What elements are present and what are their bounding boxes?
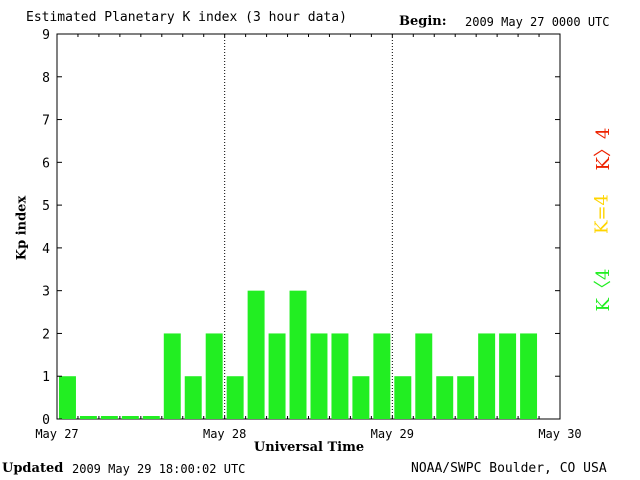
- legend-k-equal-4: K=4: [591, 194, 613, 234]
- y-tick-label: 7: [42, 114, 50, 129]
- kp-bar: [59, 376, 76, 419]
- kp-bar: [205, 333, 223, 419]
- kp-bar: [352, 376, 370, 419]
- kp-bar: [499, 333, 517, 419]
- begin-label: Begin:: [399, 14, 447, 29]
- y-tick-label: 9: [42, 28, 50, 43]
- kp-bar: [142, 416, 160, 419]
- y-tick-label: 4: [42, 242, 50, 257]
- kp-bar: [121, 416, 139, 419]
- legend-k-greater-4: K〉4: [593, 127, 614, 171]
- kp-bar: [268, 333, 286, 419]
- kp-bar: [289, 290, 307, 419]
- y-tick-label: 0: [42, 413, 50, 428]
- y-tick-label: 5: [42, 199, 50, 214]
- kp-bar: [436, 376, 454, 419]
- y-tick-label: 3: [42, 285, 50, 300]
- kp-bar: [226, 376, 244, 419]
- y-tick-label: 2: [42, 327, 50, 342]
- x-tick-label: May 29: [371, 427, 414, 441]
- y-tick-label: 1: [42, 370, 50, 385]
- kp-bar: [394, 376, 412, 419]
- x-axis-label: Universal Time: [253, 440, 365, 455]
- kp-bar: [331, 333, 349, 419]
- kp-bar: [310, 333, 328, 419]
- credit-text: NOAA/SWPC Boulder, CO USA: [411, 461, 607, 476]
- kp-bar: [79, 416, 97, 419]
- kp-bar: [184, 376, 202, 419]
- y-axis-label: Kp index: [14, 195, 30, 261]
- chart-title: Estimated Planetary K index (3 hour data…: [26, 10, 347, 25]
- kp-bar: [520, 333, 538, 419]
- kp-bar: [415, 333, 433, 419]
- kp-bar: [373, 333, 391, 419]
- kp-bar: [478, 333, 496, 419]
- legend-k-less-4: K〈4: [593, 268, 614, 312]
- kp-bar: [163, 333, 181, 419]
- updated-value: 2009 May 29 18:00:02 UTC: [72, 462, 246, 476]
- begin-value: 2009 May 27 0000 UTC: [465, 15, 610, 29]
- x-tick-label: May 28: [203, 427, 246, 441]
- kp-bar: [247, 290, 265, 419]
- y-tick-label: 6: [42, 156, 50, 171]
- y-tick-label: 8: [42, 71, 50, 86]
- kp-bar: [100, 416, 118, 419]
- kp-bar: [457, 376, 475, 419]
- x-tick-label: May 30: [538, 427, 581, 441]
- x-tick-label: May 27: [35, 427, 78, 441]
- updated-label: Updated: [2, 461, 64, 476]
